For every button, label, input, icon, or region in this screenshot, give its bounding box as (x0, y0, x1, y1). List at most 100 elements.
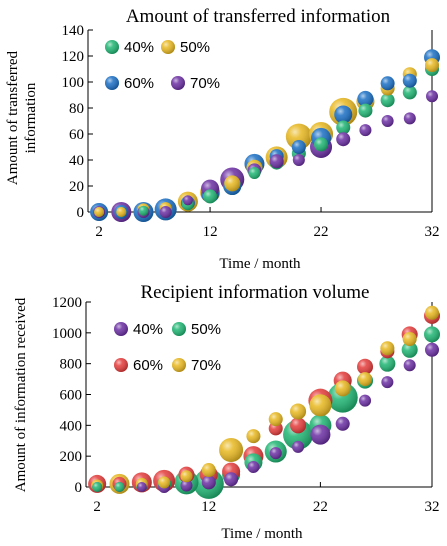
bottom-chart: Recipient information volume Amount of i… (13, 282, 440, 542)
top-y-tick-label: 80 (69, 101, 84, 117)
bottom-bubble-70pct (334, 380, 351, 397)
bottom-y-tick-label: 1200 (52, 295, 82, 311)
legend-label: 70% (190, 75, 220, 92)
bottom-x-tick-label: 32 (425, 499, 440, 515)
legend-label: 60% (133, 357, 163, 374)
bottom-bubble-40pct (247, 460, 260, 473)
bottom-bubble-70pct (219, 438, 244, 462)
bottom-bubble-40pct (425, 342, 439, 357)
top-bubble-40pct (248, 167, 261, 179)
top-y-tick-label: 20 (69, 179, 84, 195)
bottom-bubble-40pct (224, 472, 239, 487)
top-x-tick-label: 32 (425, 224, 440, 240)
top-x-tick-label: 22 (314, 224, 329, 240)
top-bubble-70pct (403, 112, 416, 125)
top-bubble-70pct (359, 124, 372, 137)
bottom-chart-legend: 40% 50% 60% 70% (114, 321, 221, 374)
bottom-bubble-70pct (358, 372, 373, 387)
top-y-tick-label: 60 (69, 127, 84, 143)
bottom-y-tick-label: 600 (60, 388, 83, 404)
bottom-bubble-70pct (425, 305, 439, 320)
bottom-bubble-40pct (403, 359, 416, 372)
top-chart-xlabel: Time / month (219, 256, 301, 272)
bottom-bubble-40pct (201, 475, 216, 490)
top-bubble-50pct (425, 58, 439, 73)
bottom-bubble-60pct (290, 417, 307, 434)
top-bubble-40pct (138, 205, 149, 216)
bottom-bubble-70pct (290, 403, 307, 420)
top-bubble-50pct (224, 175, 241, 192)
top-legend-item-50pct: 50% (161, 39, 210, 56)
bottom-legend-item-60pct: 60% (114, 357, 163, 374)
bottom-bubble-40pct (269, 447, 282, 460)
top-bubble-50pct (116, 207, 127, 217)
top-y-tick-label: 140 (62, 23, 85, 39)
top-bubble-50pct (94, 207, 105, 217)
legend-label: 70% (191, 357, 221, 374)
bottom-bubble-60pct (357, 358, 374, 375)
bottom-bubble-40pct (136, 482, 147, 492)
bottom-bubble-70pct (268, 412, 283, 427)
top-chart-ylabel-line2: information (23, 82, 39, 153)
top-bubble-40pct (358, 103, 373, 118)
bottom-legend-item-70pct: 70% (172, 357, 221, 374)
bottom-x-tick-label: 2 (93, 499, 101, 515)
top-bubble-70pct (381, 115, 394, 127)
bottom-chart-xlabel: Time / month (221, 526, 303, 542)
top-chart-x-ticks: 2 12 22 32 (95, 207, 440, 240)
top-bubble-40pct (203, 189, 218, 204)
bottom-bubble-40pct (335, 416, 350, 431)
bottom-bubble-50pct (114, 482, 125, 492)
top-y-tick-label: 120 (62, 49, 85, 65)
bottom-legend-item-50pct: 50% (172, 321, 221, 338)
bottom-bubble-40pct (381, 376, 394, 389)
bottom-chart-title: Recipient information volume (140, 282, 369, 303)
bottom-bubble-40pct (180, 479, 193, 492)
bottom-chart-y-ticks: 0 200 400 600 800 1000 1200 (52, 295, 91, 496)
top-y-tick-label: 0 (77, 205, 85, 221)
bottom-x-tick-label: 22 (313, 499, 328, 515)
top-bubble-40pct (336, 120, 351, 135)
bottom-y-tick-label: 200 (60, 449, 83, 465)
bottom-bubble-70pct (246, 429, 261, 444)
bottom-bubble-50pct (92, 482, 103, 492)
bottom-x-tick-label: 12 (201, 499, 216, 515)
top-bubble-40pct (380, 93, 395, 108)
top-bubble-70pct (426, 90, 438, 103)
top-bubble-70pct (269, 154, 284, 169)
bottom-bubble-70pct (180, 470, 193, 483)
top-bubble-60pct (357, 90, 374, 107)
top-x-tick-label: 12 (203, 224, 218, 240)
top-chart-legend: 40% 50% 60% 70% (105, 39, 220, 92)
bottom-y-tick-label: 1000 (52, 326, 82, 342)
top-chart-y-ticks: 0 20 40 60 80 100 120 140 (62, 23, 93, 221)
top-bubble-70pct (336, 132, 351, 147)
legend-label: 60% (124, 75, 154, 92)
bottom-y-tick-label: 0 (75, 480, 83, 496)
legend-label: 50% (180, 39, 210, 56)
bottom-chart-ylabel: Amount of information received (13, 297, 29, 492)
bottom-bubble-50pct (424, 326, 440, 343)
legend-label: 40% (124, 39, 154, 56)
bottom-chart-bubbles (88, 305, 440, 499)
top-legend-item-60pct: 60% (105, 75, 154, 92)
bottom-legend-item-40pct: 40% (114, 321, 163, 338)
top-bubble-60pct (380, 76, 395, 91)
top-bubble-50pct (285, 123, 312, 150)
bottom-y-tick-label: 400 (60, 418, 83, 434)
bottom-bubble-70pct (158, 476, 171, 489)
bottom-y-tick-label: 800 (60, 357, 83, 373)
top-bubble-70pct (182, 195, 193, 206)
top-chart: Amount of transferred information Amount… (5, 6, 440, 272)
bottom-bubble-70pct (380, 341, 395, 356)
top-y-tick-label: 40 (69, 153, 84, 169)
top-legend-item-40pct: 40% (105, 39, 154, 56)
legend-label: 40% (133, 321, 163, 338)
top-chart-title: Amount of transferred information (126, 6, 391, 27)
top-legend-item-70pct: 70% (171, 75, 220, 92)
top-bubble-60pct (402, 73, 417, 88)
top-chart-bubbles (90, 49, 440, 222)
bottom-bubble-70pct (402, 332, 417, 346)
top-bubble-60pct (334, 105, 353, 124)
